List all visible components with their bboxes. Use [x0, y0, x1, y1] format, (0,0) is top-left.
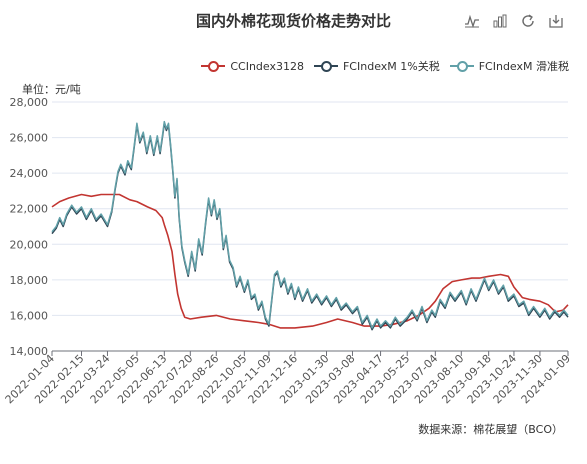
series-lines [51, 120, 569, 331]
y-tick-label: 28,000 [10, 96, 49, 109]
y-axis-unit-label: 单位：元/吨 [22, 83, 81, 96]
y-tick-label: 14,000 [10, 345, 49, 358]
series-line-1[interactable] [51, 122, 569, 331]
save-image-icon[interactable] [547, 12, 565, 30]
x-axis: 2022-01-042022-02-152022-03-242022-05-05… [3, 350, 573, 406]
series-line-0[interactable] [51, 193, 569, 329]
legend-symbol-icon [449, 60, 474, 72]
legend-label: FCIndexM 1%关税 [342, 60, 440, 73]
legend-symbol-icon [201, 60, 226, 72]
legend-item-ccindex[interactable]: CCIndex3128 [201, 58, 304, 74]
y-axis-ticks: 14,000 16,000 18,000 20,000 22,000 24,000 26,0… [10, 96, 49, 358]
y-tick-label: 22,000 [10, 203, 49, 216]
y-tick-label: 26,000 [10, 132, 49, 145]
y-tick-label: 16,000 [10, 309, 49, 322]
y-tick-label: 18,000 [10, 274, 49, 287]
y-tick-label: 24,000 [10, 167, 49, 180]
bar-chart-icon[interactable] [491, 12, 509, 30]
legend-label: CCIndex3128 [230, 59, 304, 73]
grid-lines [52, 101, 568, 352]
legend-item-fcindex-sliding[interactable]: FCIndexM 滑准税 [449, 58, 569, 74]
legend-item-fcindex-1pct[interactable]: FCIndexM 1%关税 [313, 58, 440, 74]
legend-symbol-icon [313, 60, 338, 72]
line-chart-icon[interactable] [463, 12, 481, 30]
y-tick-label: 20,000 [10, 238, 49, 251]
legend-label: FCIndexM 滑准税 [478, 60, 569, 73]
series-line-2[interactable] [51, 120, 569, 329]
legend: CCIndex3128 FCIndexM 1%关税 FCIndexM 滑准税 [201, 58, 569, 74]
toolbox [463, 12, 565, 30]
source-note: 数据来源：棉花展望（BCO） [418, 423, 563, 436]
restore-icon[interactable] [519, 12, 537, 30]
chart-title: 国内外棉花现货价格走势对比 [195, 12, 391, 30]
